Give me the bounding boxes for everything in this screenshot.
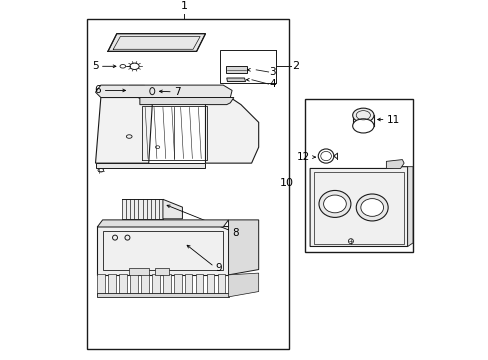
Bar (119, 274, 126, 294)
Ellipse shape (352, 108, 373, 122)
Bar (184, 274, 192, 294)
Bar (97, 226, 228, 275)
Polygon shape (309, 167, 407, 247)
Polygon shape (108, 34, 205, 51)
Ellipse shape (323, 195, 346, 213)
Bar (217, 274, 225, 294)
Polygon shape (163, 199, 182, 219)
Ellipse shape (318, 190, 350, 217)
Text: 5: 5 (92, 61, 98, 71)
Text: 1: 1 (181, 1, 187, 11)
Bar (225, 66, 246, 73)
Polygon shape (95, 163, 205, 168)
Text: 7: 7 (174, 87, 181, 97)
Polygon shape (95, 85, 232, 98)
Bar (152, 274, 159, 294)
Bar (108, 274, 116, 294)
Text: 12: 12 (297, 152, 310, 162)
Text: 2: 2 (291, 61, 299, 71)
Text: 9: 9 (215, 264, 222, 274)
Bar (129, 85, 144, 96)
Bar (130, 274, 138, 294)
Polygon shape (228, 273, 258, 297)
Polygon shape (386, 159, 403, 168)
Bar (129, 269, 148, 275)
Ellipse shape (352, 119, 373, 133)
Text: 10: 10 (279, 177, 293, 188)
Bar (155, 269, 169, 275)
Polygon shape (228, 220, 258, 275)
Bar (304, 99, 412, 252)
Ellipse shape (360, 199, 383, 216)
Polygon shape (226, 78, 245, 82)
Polygon shape (95, 98, 152, 163)
Bar (163, 274, 170, 294)
Text: 11: 11 (386, 114, 400, 125)
Bar (174, 274, 181, 294)
Polygon shape (205, 98, 258, 163)
Bar (97, 274, 105, 294)
Polygon shape (407, 167, 412, 247)
Bar (195, 274, 203, 294)
Bar (219, 50, 276, 83)
Bar (141, 274, 148, 294)
Bar (130, 86, 143, 95)
Text: 6: 6 (94, 85, 101, 95)
Bar (313, 172, 403, 244)
Bar (86, 19, 288, 349)
Bar (97, 293, 228, 297)
Polygon shape (122, 199, 163, 219)
Polygon shape (97, 220, 228, 227)
Ellipse shape (355, 194, 387, 221)
Text: 4: 4 (269, 79, 275, 89)
Text: 3: 3 (269, 67, 275, 77)
Bar (206, 274, 214, 294)
Text: 8: 8 (232, 228, 238, 238)
Polygon shape (140, 98, 233, 105)
Bar (102, 231, 223, 270)
